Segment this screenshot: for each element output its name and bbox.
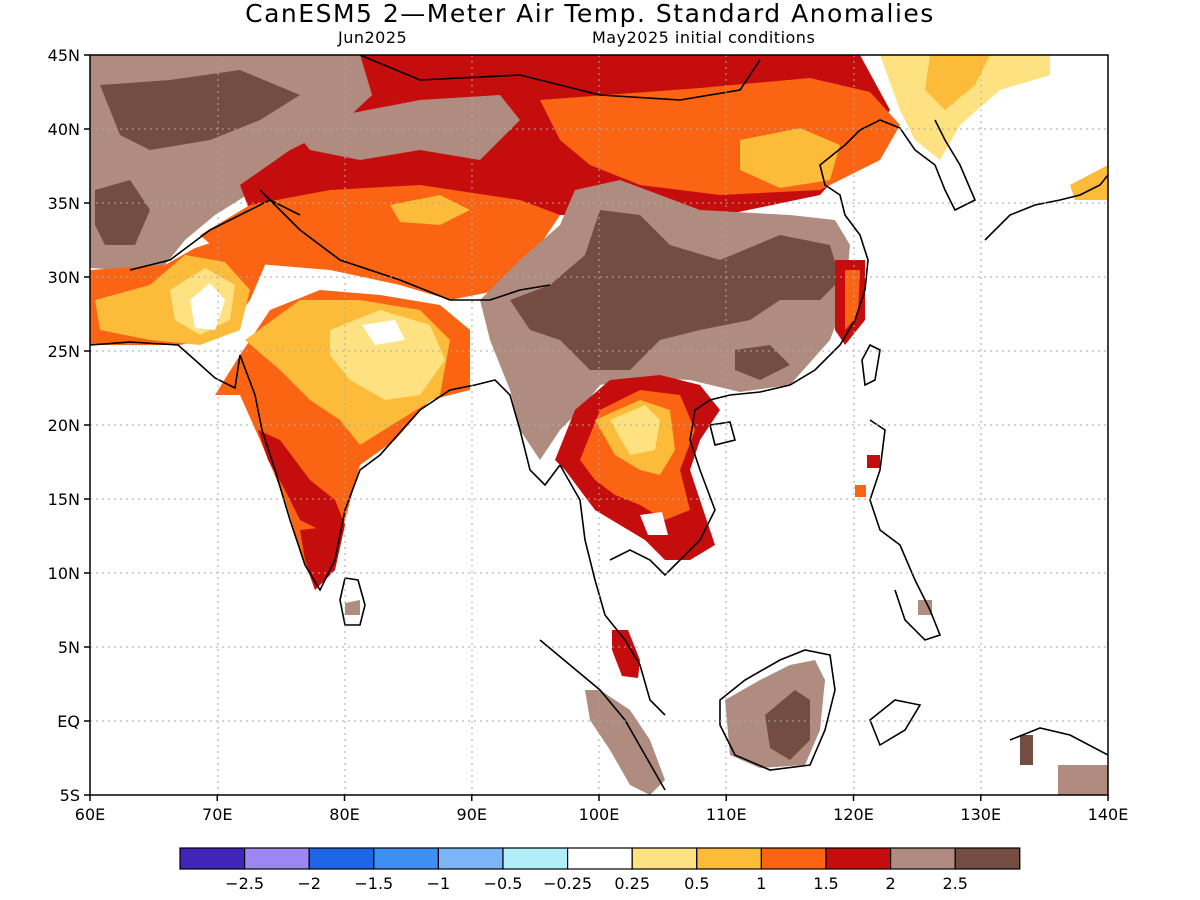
coastline-gulf-thailand	[609, 394, 731, 577]
coastline-south-china	[729, 129, 869, 396]
coastline-india	[239, 354, 561, 592]
lon-label: 60E	[75, 805, 105, 824]
anomaly-region-philippines-red	[867, 455, 880, 468]
coastline-newguinea	[1009, 727, 1108, 756]
colorbar-label: −1	[427, 874, 451, 893]
coastline-west-asia	[90, 341, 241, 390]
anomaly-region-tibet-west	[200, 185, 560, 300]
anomaly-region-korea-orange	[925, 55, 990, 110]
gridlines	[90, 55, 1108, 795]
colorbar-swatch	[825, 847, 892, 870]
lon-label: 110E	[706, 805, 747, 824]
map-title: CanESM5 2—Meter Air Temp. Standard Anoma…	[245, 0, 935, 28]
lat-label: 5S	[60, 786, 80, 805]
colorbar-label: −2.5	[225, 874, 264, 893]
lon-label: 120E	[833, 805, 874, 824]
anomaly-region-japan	[1070, 165, 1108, 200]
colorbar-label: −2	[297, 874, 321, 893]
lat-label: 35N	[48, 194, 80, 213]
anomaly-region-china-core	[510, 210, 840, 370]
lat-label: EQ	[57, 712, 80, 731]
anomaly-region-china-core2	[735, 345, 790, 380]
anomaly-region-newguinea-west	[1020, 735, 1033, 765]
longitude-axis: 60E 70E 80E 90E 100E 110E 120E 130E 140E	[75, 795, 1129, 824]
colorbar-label: 0.5	[684, 874, 709, 893]
coastline-korea	[859, 119, 977, 212]
border-pakistan	[129, 199, 301, 271]
lon-label: 70E	[202, 805, 232, 824]
colorbar-swatch	[631, 847, 698, 870]
colorbar-label: −0.25	[543, 874, 592, 893]
anomaly-region-india-west-red	[258, 430, 345, 530]
colorbar-swatch	[437, 847, 504, 870]
colorbar-swatch	[373, 847, 439, 870]
anomaly-region-srilanka	[345, 600, 360, 615]
anomaly-region-ne-china	[740, 128, 840, 188]
lat-label: 25N	[48, 342, 80, 361]
colorbar-label: 2.5	[942, 874, 967, 893]
anomaly-region-mindanao	[918, 600, 932, 615]
anomaly-region-borneo-core	[765, 690, 810, 760]
anomaly-region-cambodia-white	[640, 512, 668, 535]
init-conditions-label: May2025 initial conditions	[592, 28, 816, 47]
colorbar-label: −1.5	[354, 874, 393, 893]
coastline-sulawesi	[869, 699, 922, 747]
valid-month-label: Jun2025	[338, 28, 408, 47]
anomaly-region-korea	[880, 55, 1050, 160]
anomaly-region-afg-core	[95, 180, 150, 245]
coastline-indochina	[559, 464, 666, 716]
colorbar-label: 2	[886, 874, 896, 893]
colorbar-label: 0.25	[614, 874, 650, 893]
anomaly-region-india-pale	[330, 310, 445, 400]
colorbar-swatch	[889, 847, 956, 870]
colorbar-swatch	[244, 847, 310, 870]
lon-label: 80E	[329, 805, 359, 824]
coastline-japan	[984, 174, 1108, 241]
anomaly-region-india-white	[362, 320, 405, 345]
lat-label: 10N	[48, 564, 80, 583]
colorbar-swatch	[696, 847, 762, 870]
coastline-srilanka	[339, 577, 366, 626]
colorbar-swatch	[566, 847, 633, 870]
lat-label: 20N	[48, 416, 80, 435]
anomaly-shading	[90, 55, 1108, 795]
coastline-philippines	[869, 419, 942, 641]
colorbar: −2.5 −2 −1.5 −1 −0.5 −0.25 0.25 0.5 1 1.5 2 2.5	[179, 847, 1021, 893]
border-himalaya	[259, 189, 551, 301]
anomaly-region-sumatra	[585, 690, 665, 795]
border-china-mongolia	[359, 55, 761, 101]
coastlines	[90, 55, 1108, 791]
anomaly-region-pakistan-white	[190, 283, 225, 330]
anomaly-region-newguinea	[1058, 765, 1108, 795]
coastline-taiwan	[861, 343, 881, 387]
anomaly-region-malaysia-red	[612, 630, 640, 678]
colorbar-swatch	[954, 847, 1021, 870]
lat-label: 5N	[58, 638, 80, 657]
coastline-borneo	[719, 649, 836, 771]
coastline-hainan	[709, 421, 736, 446]
colorbar-swatch	[502, 847, 569, 870]
colorbar-swatch	[308, 847, 375, 870]
lon-label: 130E	[960, 805, 1001, 824]
anomaly-region-indochina-pale	[610, 405, 660, 455]
latitude-axis: 45N 40N 35N 30N 25N 20N 15N 10N 5N EQ 5S	[48, 46, 90, 805]
lon-label: 90E	[457, 805, 487, 824]
colorbar-swatch	[760, 847, 827, 870]
anomaly-region-tarim	[290, 95, 520, 160]
anomaly-region-philippines-orange	[855, 485, 866, 497]
anomaly-region-india-south-red	[300, 525, 345, 590]
colorbar-label: −0.5	[484, 874, 523, 893]
lat-label: 15N	[48, 490, 80, 509]
colorbar-label: 1.5	[813, 874, 838, 893]
lon-label: 140E	[1088, 805, 1129, 824]
lat-label: 45N	[48, 46, 80, 65]
colorbar-label: 1	[756, 874, 766, 893]
colorbar-swatch	[179, 847, 246, 870]
lat-label: 40N	[48, 120, 80, 139]
lat-label: 30N	[48, 268, 80, 287]
coastline-sumatra	[539, 639, 666, 791]
lon-label: 100E	[579, 805, 620, 824]
anomaly-region-nw-core	[100, 70, 300, 150]
